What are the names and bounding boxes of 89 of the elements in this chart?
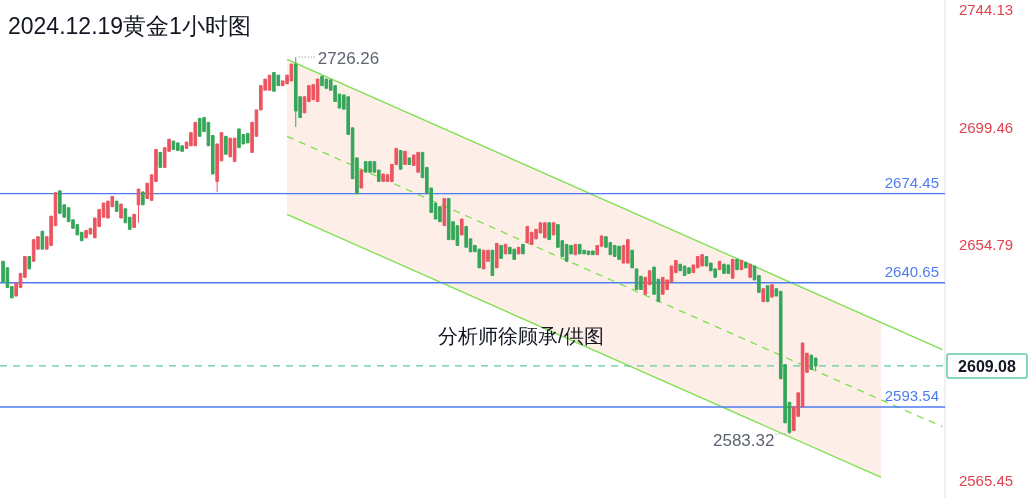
- candlestick: [407, 157, 412, 166]
- candlestick: [158, 151, 163, 168]
- candlestick: [40, 230, 45, 250]
- candlestick: [695, 256, 700, 269]
- candlestick: [460, 218, 464, 236]
- ref-line-label: 2640.65: [884, 262, 939, 280]
- annotation: 2583.32: [713, 430, 775, 450]
- candlestick: [730, 258, 735, 279]
- candlestick: [564, 243, 569, 262]
- ref-line-label: 2609.08: [958, 357, 1017, 375]
- candlestick: [617, 245, 621, 260]
- candlestick: [722, 263, 726, 274]
- y-tick-label: 2744.13: [958, 0, 1014, 18]
- candlestick: [547, 222, 551, 241]
- candlestick: [499, 244, 503, 259]
- candlestick: [446, 198, 451, 241]
- candlestick: [521, 243, 525, 255]
- candlestick: [106, 200, 110, 219]
- candlestick: [813, 357, 818, 371]
- candlestick: [237, 128, 241, 149]
- candlestick: [58, 190, 62, 214]
- candlestick: [31, 239, 36, 262]
- candlestick: [27, 256, 32, 270]
- candlestick: [743, 261, 748, 269]
- candlestick: [612, 244, 617, 258]
- candlestick: [660, 276, 665, 295]
- candlestick: [481, 249, 486, 270]
- ref-line-label: 2674.45: [884, 173, 939, 191]
- candlestick: [416, 151, 420, 173]
- candlestick: [398, 150, 403, 170]
- candlestick: [494, 242, 499, 269]
- candlestick: [525, 225, 530, 244]
- candlestick: [739, 259, 744, 271]
- candlestick: [84, 229, 88, 239]
- candlestick: [682, 265, 687, 276]
- candlestick: [735, 258, 739, 271]
- candlestick: [136, 188, 141, 224]
- candlestick: [442, 198, 447, 227]
- candlestick: [176, 142, 180, 152]
- candlestick: [403, 150, 407, 166]
- candlestick: [577, 243, 582, 255]
- candlestick: [591, 250, 595, 256]
- candlestick: [512, 248, 517, 260]
- candlestick: [770, 284, 774, 298]
- candlestick: [132, 213, 136, 229]
- candlestick: [289, 63, 294, 82]
- y-tick-label: 2654.79: [958, 236, 1014, 254]
- candlestick: [477, 248, 482, 269]
- ref-line-label: 2593.54: [884, 386, 939, 404]
- candlestick: [293, 56, 298, 128]
- candlestick: [324, 78, 329, 89]
- candlestick: [180, 145, 184, 152]
- text: 2024.12.19黄金1小时图: [8, 13, 251, 39]
- candlestick: [114, 200, 119, 212]
- candlestick: [245, 132, 250, 144]
- candlestick: [455, 225, 460, 246]
- candlestick: [368, 161, 372, 173]
- candlestick: [516, 246, 521, 255]
- candlestick: [700, 254, 704, 267]
- candlestick: [573, 243, 578, 256]
- y-tick-label: 2699.46: [958, 118, 1014, 136]
- candlestick: [381, 173, 385, 182]
- candlestick: [748, 263, 752, 278]
- y-tick-label: 2565.45: [958, 472, 1014, 489]
- candlestick: [359, 169, 364, 189]
- candlestick: [438, 206, 442, 223]
- candlestick: [228, 137, 233, 158]
- candlestick: [726, 264, 731, 274]
- candlestick: [224, 135, 228, 155]
- candlestick: [626, 239, 630, 264]
- candlestick: [678, 263, 683, 272]
- candlestick: [320, 75, 324, 87]
- candlestick: [809, 354, 814, 370]
- annotation: 2726.26: [317, 49, 380, 69]
- candlestick: [267, 74, 272, 91]
- candlestick: [363, 161, 368, 173]
- candlestick: [193, 121, 198, 147]
- candlestick: [197, 117, 202, 137]
- candlestick: [232, 137, 237, 163]
- candlestick: [765, 285, 770, 303]
- candlestick: [761, 288, 766, 303]
- candlestick: [464, 225, 468, 248]
- candlestick: [717, 260, 722, 271]
- candlestick: [687, 267, 691, 274]
- candlestick: [141, 191, 145, 206]
- candlestick: [272, 72, 276, 92]
- candlestick: [119, 203, 123, 219]
- candlestick: [490, 249, 495, 276]
- candlestick: [315, 78, 320, 102]
